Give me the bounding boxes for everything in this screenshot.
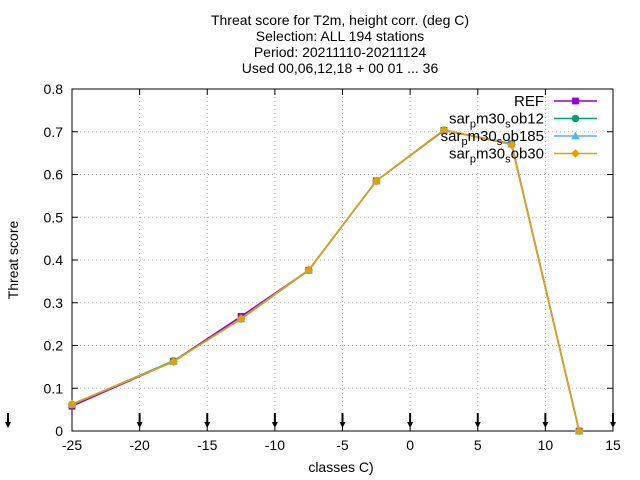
title-line-4: Used 00,06,12,18 + 00 01 ... 36 <box>242 60 439 76</box>
legend-swatch-marker <box>572 97 579 105</box>
class-marker-arrow <box>542 422 549 428</box>
x-tick-label: -5 <box>336 437 349 453</box>
data-point <box>169 357 178 367</box>
legend-swatch-marker <box>571 114 580 123</box>
class-boundary-marker <box>136 413 143 428</box>
x-tick-label: -15 <box>197 437 217 453</box>
x-tick-label: 15 <box>605 437 621 453</box>
legend-label-part: ob30 <box>511 146 544 163</box>
legend-label-part: m30 <box>476 111 505 128</box>
series-line <box>71 129 580 432</box>
legend-label-part: ob12 <box>511 111 544 128</box>
legend-label-part: REF <box>514 93 544 110</box>
legend-swatch-marker <box>571 131 580 140</box>
data-point <box>574 426 584 436</box>
class-boundary-marker <box>5 413 11 428</box>
y-tick-label: 0.7 <box>44 124 64 140</box>
chart-title: Threat score for T2m, height corr. (deg … <box>211 12 469 76</box>
y-tick-label: 0.2 <box>44 338 64 354</box>
legend-label-part: p <box>470 119 476 131</box>
legend-label-part: ob185 <box>502 128 544 145</box>
legend-label-part: p <box>470 154 476 166</box>
data-point <box>304 265 314 275</box>
class-marker-arrow <box>407 422 414 428</box>
title-line-3: Period: 20211110-20211124 <box>254 44 427 60</box>
legend-label: sarpm30sob185 <box>441 128 544 148</box>
class-markers <box>5 413 616 428</box>
legend-label: REF <box>514 93 544 110</box>
series-sar-pm30-sob12 <box>68 126 583 435</box>
legend-label-part: sar <box>449 146 470 163</box>
x-tick-label: 10 <box>538 437 554 453</box>
legend-swatch-marker <box>571 149 580 158</box>
series-ref <box>68 127 583 435</box>
series-layer <box>67 125 584 436</box>
class-marker-arrow <box>136 422 143 428</box>
y-tick-label: 0.8 <box>44 81 64 97</box>
class-boundary-marker <box>542 413 549 428</box>
data-point <box>236 314 246 323</box>
legend-entry: REF <box>514 93 597 110</box>
series-line <box>71 129 580 432</box>
x-tick-label: -25 <box>62 437 82 453</box>
y-tick-label: 0.3 <box>44 295 64 311</box>
x-tick-label: -20 <box>130 437 150 453</box>
class-marker-arrow <box>5 422 11 428</box>
x-tick-label: 5 <box>474 437 482 453</box>
data-point <box>507 140 516 149</box>
data-point <box>439 125 449 135</box>
legend-label-part: p <box>461 136 467 148</box>
class-boundary-marker <box>271 413 278 428</box>
legend-label-part: m30 <box>476 146 505 163</box>
legend-label-part: m30 <box>468 128 497 145</box>
data-point <box>67 399 77 409</box>
legend-label-part: s <box>505 154 511 166</box>
x-tick-label: -10 <box>265 437 285 453</box>
series-sar-pm30-sob30 <box>67 125 584 436</box>
class-marker-arrow <box>204 422 211 428</box>
axes: -25 -20 -15 -10 -5 0 5 10 15 0 0.1 0.2 0.3 0.4 0.5 0.6 0… <box>44 81 621 453</box>
legend-label: sarpm30sob30 <box>449 146 544 166</box>
x-tick-label: 0 <box>406 437 414 453</box>
class-boundary-marker <box>204 413 211 428</box>
class-marker-arrow <box>339 422 346 428</box>
title-line-1: Threat score for T2m, height corr. (deg … <box>211 12 469 28</box>
class-boundary-marker <box>339 413 346 428</box>
class-marker-arrow <box>610 422 616 428</box>
legend-label: sarpm30sob12 <box>449 111 544 131</box>
class-marker-arrow <box>474 422 481 428</box>
x-axis-label: classes C) <box>308 459 373 475</box>
y-tick-label: 0 <box>55 423 63 439</box>
class-boundary-marker <box>474 413 481 428</box>
class-boundary-marker <box>610 413 616 428</box>
legend-entry: sarpm30sob185 <box>441 128 597 148</box>
legend-label-part: s <box>497 136 503 148</box>
y-tick-label: 0.6 <box>44 167 64 183</box>
series-line <box>71 129 580 432</box>
class-marker-arrow <box>271 422 278 428</box>
legend-label-part: s <box>505 119 511 131</box>
y-tick-label: 0.4 <box>44 252 64 268</box>
y-axis-label: Threat score <box>5 220 21 299</box>
y-tick-label: 0.5 <box>44 209 64 225</box>
legend-label-part: sar <box>441 128 462 145</box>
y-tick-label: 0.1 <box>44 380 64 396</box>
legend-label-part: sar <box>449 111 470 128</box>
class-boundary-marker <box>407 413 414 428</box>
data-point <box>371 176 381 186</box>
series-line <box>71 129 580 432</box>
legend-entry: sarpm30sob30 <box>449 146 597 166</box>
legend-entry: sarpm30sob12 <box>449 111 597 131</box>
grid <box>72 89 613 431</box>
title-line-2: Selection: ALL 194 stations <box>256 28 424 44</box>
